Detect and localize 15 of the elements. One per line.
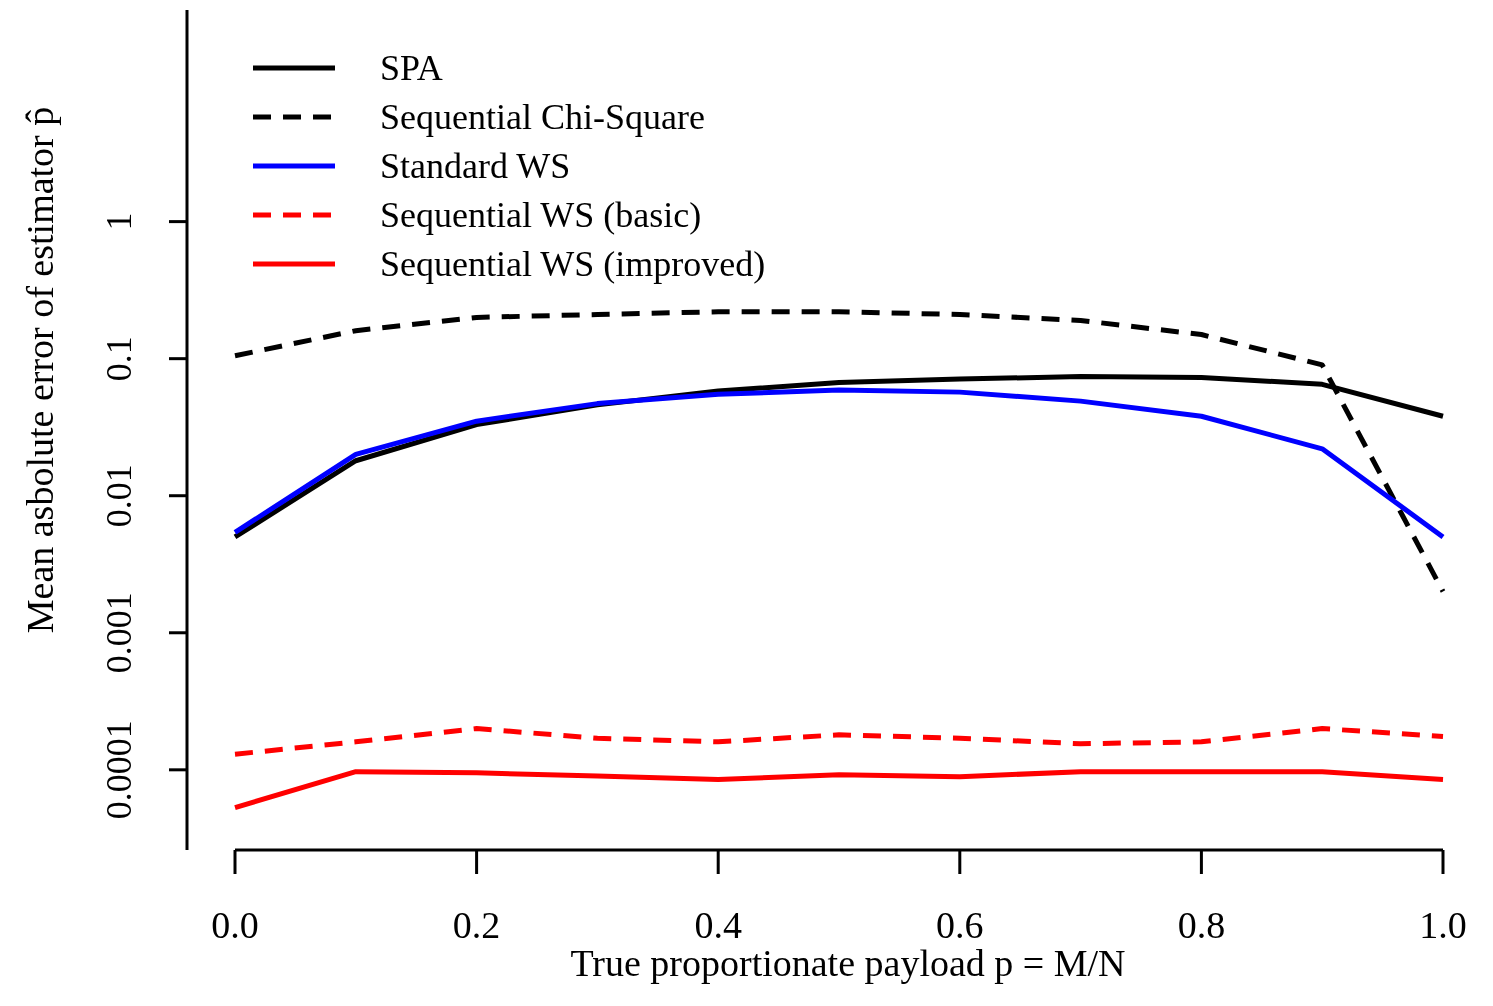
legend-label: Standard WS xyxy=(380,146,571,186)
y-tick-label: 0.01 xyxy=(99,464,139,528)
y-tick-label: 0.001 xyxy=(99,592,139,674)
legend-label: Sequential WS (improved) xyxy=(380,244,766,284)
legend-label: Sequential Chi-Square xyxy=(380,97,705,137)
x-tick-label: 0.0 xyxy=(211,904,259,946)
legend-label: Sequential WS (basic) xyxy=(380,195,702,235)
y-tick-label: 1 xyxy=(99,212,139,231)
y-tick-label: 0.0001 xyxy=(99,720,139,820)
x-tick-label: 0.2 xyxy=(452,904,501,946)
y-tick-label: 0.1 xyxy=(99,336,139,382)
legend-label: SPA xyxy=(380,48,443,88)
y-axis-title: Mean asbolute error of estimator p̂ xyxy=(19,106,61,634)
x-tick-label: 1.0 xyxy=(1419,904,1467,946)
x-tick-label: 0.8 xyxy=(1177,904,1226,946)
